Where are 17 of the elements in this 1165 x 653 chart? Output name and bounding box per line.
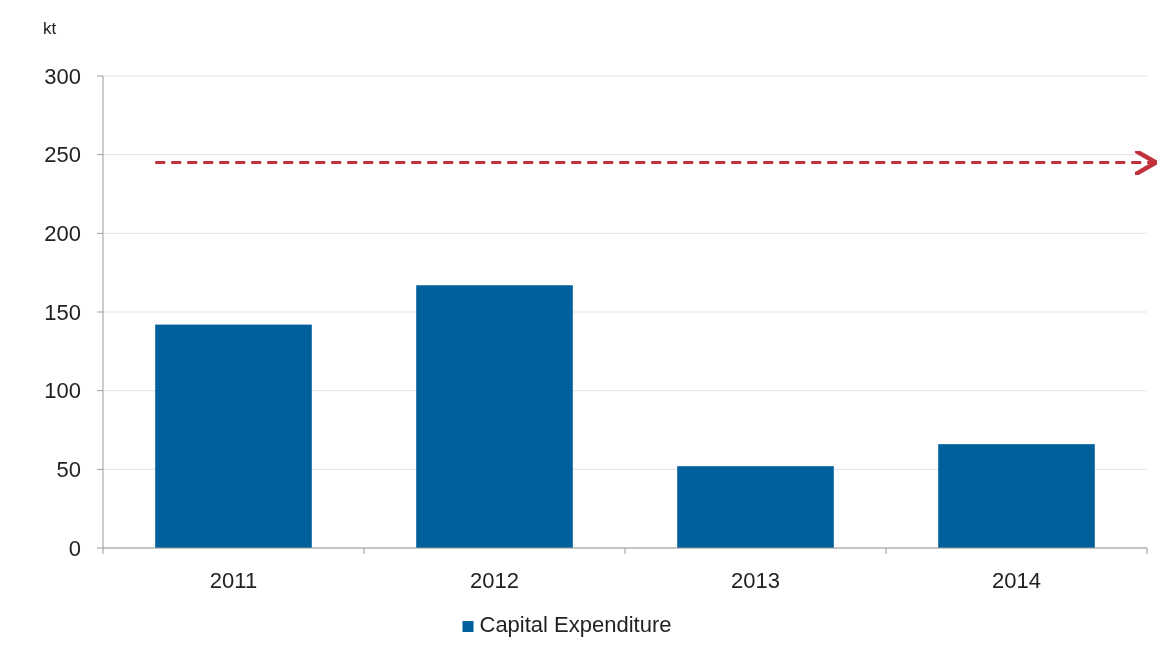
bar: [155, 324, 312, 548]
y-tick-label: 300: [44, 63, 81, 89]
x-tick-label: 2013: [731, 568, 780, 593]
y-tick-label: 250: [44, 142, 81, 168]
legend-label: Capital Expenditure: [479, 612, 672, 637]
y-tick-label: 0: [68, 535, 81, 561]
bar: [416, 285, 573, 548]
y-tick-label: 100: [44, 378, 81, 404]
y-tick-label: 50: [56, 457, 81, 483]
y-axis-title: kt: [43, 19, 57, 38]
y-tick-label: 200: [44, 221, 81, 247]
x-tick-label: 2011: [209, 568, 258, 593]
x-tick-label: 2014: [992, 568, 1041, 593]
y-tick-label: 150: [44, 299, 81, 325]
bar: [677, 466, 834, 548]
bar: [938, 444, 1095, 548]
x-tick-label: 2012: [470, 568, 519, 593]
